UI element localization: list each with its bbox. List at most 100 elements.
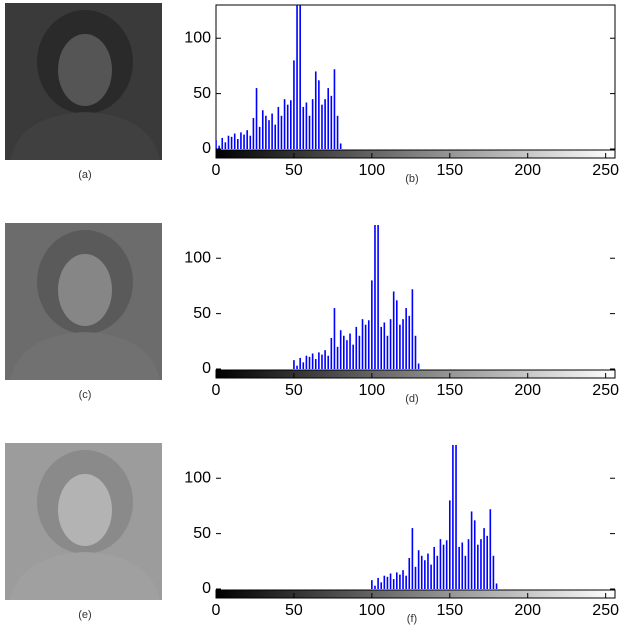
- bar: [402, 319, 404, 369]
- bar: [414, 335, 417, 369]
- x-tick-label: 0: [212, 602, 221, 619]
- y-tick-label: 0: [202, 140, 211, 157]
- x-tick-label: 150: [436, 602, 463, 619]
- bar: [452, 445, 454, 589]
- caption: (b): [405, 173, 418, 185]
- gray-bar: [215, 589, 616, 599]
- bar: [417, 363, 420, 369]
- plot-box: [215, 4, 616, 154]
- bar: [392, 579, 395, 589]
- bar: [308, 356, 311, 369]
- bar: [442, 544, 445, 589]
- caption: (f): [407, 613, 417, 625]
- x-tick-label: 250: [592, 602, 619, 619]
- bar: [399, 324, 401, 369]
- bar: [293, 60, 295, 149]
- bar: [271, 113, 273, 149]
- x-tick-label: 200: [514, 382, 541, 399]
- bars: [293, 225, 420, 369]
- bar: [243, 134, 245, 149]
- bar: [311, 353, 314, 369]
- x-tick-label: 50: [285, 382, 303, 399]
- bar: [483, 528, 485, 589]
- gray-bar: [215, 369, 616, 379]
- bar: [377, 225, 379, 369]
- shoulders: [10, 332, 160, 380]
- bar: [274, 124, 277, 149]
- bar: [489, 509, 492, 589]
- bar: [299, 357, 301, 369]
- bar: [233, 133, 236, 149]
- bar: [430, 564, 432, 589]
- caption: (c): [79, 389, 92, 401]
- bar: [427, 553, 429, 589]
- bar: [258, 126, 261, 149]
- bar: [302, 362, 305, 369]
- photo: [5, 3, 162, 160]
- bar: [436, 555, 439, 589]
- bar: [455, 445, 457, 589]
- bar: [395, 300, 398, 369]
- bar: [318, 80, 320, 149]
- x-tick-label: 50: [285, 162, 303, 179]
- bar: [339, 330, 342, 369]
- bar: [227, 135, 230, 149]
- bar: [448, 500, 451, 589]
- bar: [237, 139, 239, 149]
- y-tick-label: 0: [202, 360, 211, 377]
- bar: [330, 95, 333, 149]
- bar: [327, 355, 330, 369]
- bar: [374, 225, 376, 369]
- bar: [268, 120, 270, 149]
- bar: [330, 337, 333, 369]
- bar: [458, 546, 460, 589]
- gray-bar: [215, 149, 616, 159]
- bar: [230, 136, 233, 149]
- bar: [349, 333, 351, 369]
- bar: [218, 145, 220, 149]
- bar: [420, 555, 423, 589]
- bar: [327, 88, 330, 149]
- caption: (a): [78, 169, 91, 181]
- face: [58, 254, 112, 326]
- bar: [336, 346, 339, 369]
- bar: [486, 535, 488, 589]
- x-tick-label: 50: [285, 602, 303, 619]
- y-tick-label: 0: [202, 580, 211, 597]
- y-tick-label: 100: [184, 469, 211, 486]
- bar: [333, 69, 336, 149]
- bar: [336, 115, 339, 149]
- x-tick-label: 150: [436, 162, 463, 179]
- bar: [364, 324, 367, 369]
- x-tick-label: 200: [514, 162, 541, 179]
- bar: [477, 544, 479, 589]
- bar: [405, 575, 407, 589]
- bar: [305, 102, 308, 149]
- bar: [321, 104, 323, 149]
- bar: [286, 104, 289, 149]
- bar: [324, 99, 326, 149]
- x-tick-label: 100: [359, 602, 386, 619]
- bar: [380, 326, 383, 369]
- bar: [461, 542, 464, 589]
- bar: [318, 352, 320, 369]
- bar: [374, 585, 376, 589]
- bar: [492, 555, 495, 589]
- x-tick-label: 0: [212, 382, 221, 399]
- bar: [216, 140, 217, 149]
- bar: [389, 573, 392, 589]
- shoulders: [10, 112, 160, 160]
- bar: [352, 344, 354, 369]
- bar: [261, 110, 264, 149]
- bar: [408, 557, 411, 589]
- bar: [246, 130, 248, 149]
- bar: [445, 540, 448, 589]
- y-tick-label: 100: [184, 249, 211, 266]
- bar: [383, 575, 386, 589]
- bar: [395, 572, 398, 589]
- bar: [411, 289, 414, 369]
- bar: [324, 350, 326, 369]
- bar: [314, 359, 317, 369]
- bar: [308, 115, 311, 149]
- bar: [405, 308, 407, 369]
